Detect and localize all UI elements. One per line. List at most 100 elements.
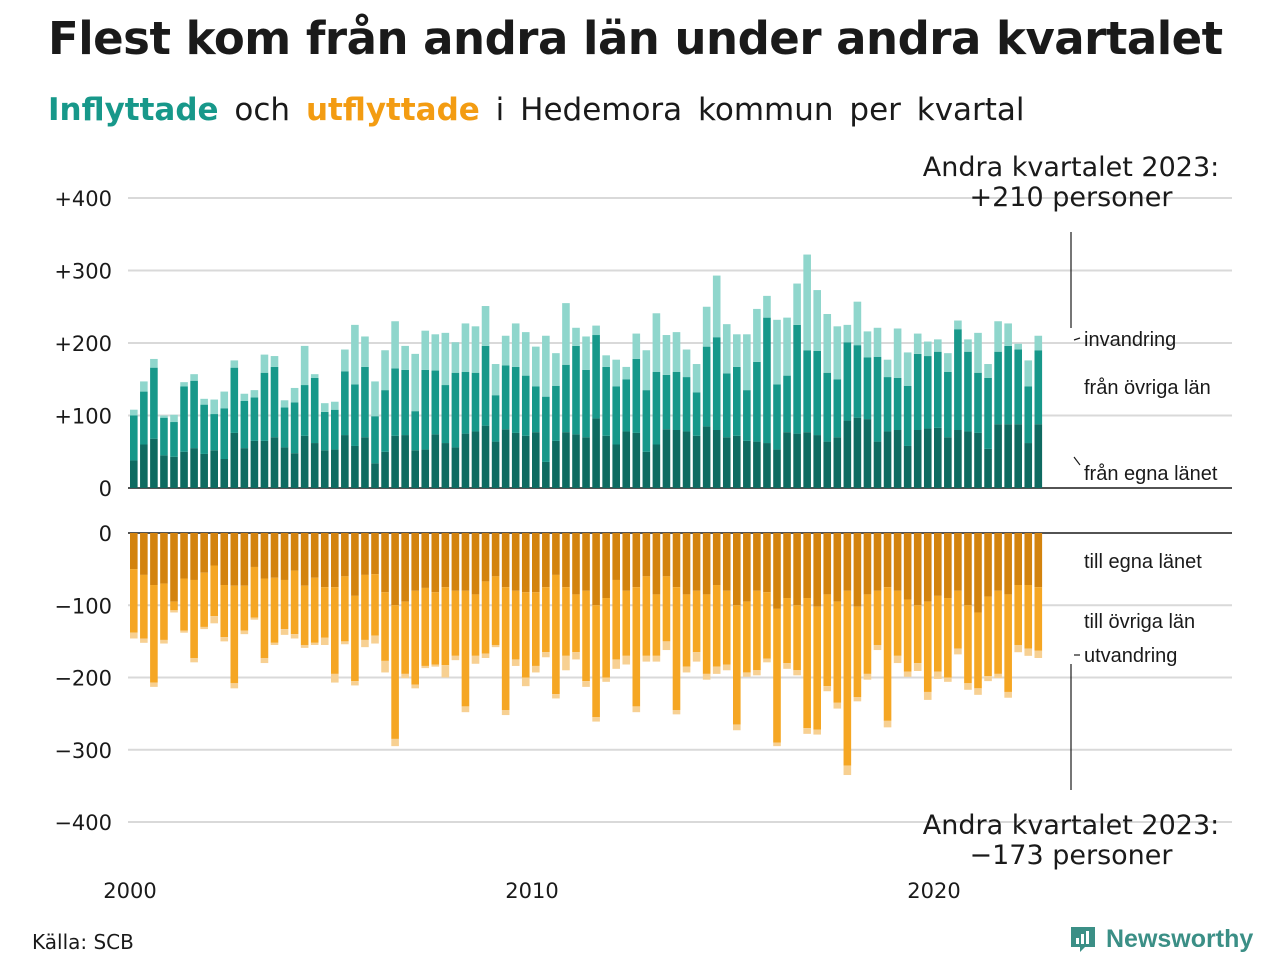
- outflow-bar-till-övriga-län: [481, 581, 490, 654]
- outflow-bar-utvandring: [743, 672, 751, 677]
- subtitle-and-word: och: [234, 92, 291, 128]
- inflow-bar-från-övriga-län: [150, 367, 158, 439]
- inflow-bar-från-övriga-län: [733, 366, 741, 436]
- inflow-bar-från-övriga-län: [923, 356, 932, 429]
- outflow-bar-till-egna-länet: [1024, 533, 1033, 586]
- brand[interactable]: Newsworthy: [1068, 924, 1253, 954]
- outflow-bar-till-egna-länet: [310, 533, 319, 578]
- inflow-bar-från-övriga-län: [461, 372, 470, 434]
- x-tick-label: 2010: [505, 879, 558, 903]
- outflow-bar-till-övriga-län: [431, 592, 440, 665]
- inflow-bar-invandring: [230, 360, 239, 368]
- inflow-bar-från-övriga-län: [552, 385, 560, 441]
- inflow-bar-invandring: [964, 339, 972, 352]
- inflow-bar-från-egna-länet: [743, 440, 751, 488]
- outflow-bar-till-övriga-län: [813, 606, 821, 730]
- inflow-bar-från-övriga-län: [753, 361, 761, 442]
- outflow-bar-utvandring: [501, 710, 510, 716]
- inflow-bar-från-övriga-län: [542, 396, 550, 462]
- inflow-bar-invandring: [572, 327, 580, 346]
- outflow-bar-till-egna-länet: [964, 533, 972, 606]
- outflow-bar-till-övriga-län: [511, 590, 520, 660]
- chart-subtitle: Inflyttade och utflyttade i Hedemora kom…: [48, 92, 1025, 128]
- inflow-bar-invandring: [632, 333, 641, 359]
- outflow-bar-till-egna-länet: [803, 533, 811, 599]
- inflow-bar-invandring: [753, 308, 761, 362]
- outflow-bar-till-övriga-län: [552, 574, 560, 695]
- inflow-bar-invandring: [923, 341, 932, 357]
- inflow-bar-från-egna-länet: [934, 427, 942, 488]
- inflow-bar-från-övriga-län: [351, 384, 359, 446]
- outflow-bar-till-egna-länet: [160, 533, 168, 584]
- outflow-bar-utvandring: [793, 670, 801, 676]
- inflow-bar-från-egna-länet: [451, 447, 460, 488]
- inflow-bar-från-egna-länet: [712, 430, 721, 488]
- inflow-bar-från-egna-länet: [903, 445, 912, 488]
- inflow-bar-från-egna-länet: [873, 441, 882, 488]
- inflow-bar-från-egna-länet: [733, 435, 741, 488]
- inflow-bar-invandring: [532, 346, 540, 387]
- inflow-bar-från-egna-länet: [783, 432, 791, 488]
- outflow-bar-till-övriga-län: [954, 590, 962, 649]
- outflow-bar-till-övriga-län: [793, 605, 801, 671]
- outflow-bar-utvandring: [843, 765, 852, 776]
- outflow-bar-till-egna-länet: [552, 533, 560, 575]
- outflow-bar-till-övriga-län: [582, 590, 590, 682]
- outflow-bar-utvandring: [622, 655, 631, 665]
- outflow-bar-utvandring: [310, 642, 319, 645]
- outflow-ytick-label: −400: [54, 811, 112, 835]
- outflow-bar-till-övriga-län: [361, 574, 369, 640]
- outflow-bar-utvandring: [532, 665, 540, 673]
- inflow-bar-invandring: [1004, 323, 1012, 346]
- outflow-bar-utvandring: [562, 655, 570, 671]
- inflow-bar-från-egna-länet: [170, 456, 178, 488]
- source-note: Källa: SCB: [32, 930, 134, 954]
- inflow-bar-invandring: [773, 319, 781, 385]
- outflow-bar-till-egna-länet: [923, 533, 932, 602]
- inflow-bar-från-övriga-län: [401, 369, 409, 436]
- label-utvandring: utvandring: [1084, 645, 1177, 667]
- inflow-bar-från-övriga-län: [682, 377, 691, 432]
- newsworthy-logo-icon: [1071, 927, 1095, 952]
- inflow-bar-invandring: [743, 334, 751, 391]
- inflow-bar-från-övriga-län: [562, 364, 570, 433]
- outflow-bar-till-egna-länet: [903, 533, 912, 600]
- outflow-bar-till-egna-länet: [421, 533, 430, 588]
- outflow-bar-till-övriga-län: [612, 579, 620, 660]
- outflow-bar-utvandring: [712, 666, 721, 674]
- outflow-bar-utvandring: [783, 663, 791, 669]
- annotation-outflow-line1: Andra kvartalet 2023:: [923, 810, 1219, 841]
- outflow-bar-till-egna-länet: [753, 533, 761, 591]
- outflow-bar-till-övriga-län: [692, 590, 701, 653]
- outflow-bar-till-egna-länet: [813, 533, 821, 607]
- outflow-bar-till-övriga-län: [602, 598, 610, 678]
- inflow-bar-från-övriga-län: [391, 368, 399, 436]
- outflow-bar-till-egna-länet: [150, 533, 158, 586]
- inflow-bar-från-egna-länet: [672, 430, 681, 488]
- outflow-bar-utvandring: [451, 655, 460, 661]
- outflow-bar-utvandring: [270, 642, 279, 645]
- inflow-bar-från-egna-länet: [250, 440, 259, 488]
- inflow-bar-från-egna-länet: [240, 448, 249, 488]
- subtitle-rest: i Hedemora kommun per kvartal: [495, 92, 1025, 128]
- outflow-bar-utvandring: [260, 657, 269, 664]
- outflow-bar-till-övriga-län: [1014, 585, 1022, 645]
- inflow-bar-från-övriga-län: [160, 417, 168, 456]
- inflow-bar-från-egna-länet: [511, 432, 520, 488]
- outflow-bar-utvandring: [471, 655, 480, 664]
- outflow-bar-utvandring: [351, 681, 359, 686]
- outflow-bar-utvandring: [592, 717, 600, 722]
- outflow-bar-till-övriga-län: [873, 590, 882, 645]
- outflow-bar-utvandring: [371, 635, 379, 644]
- label-till-egna-lanet: till egna länet: [1084, 551, 1202, 573]
- outflow-bar-utvandring: [210, 616, 218, 624]
- inflow-bar-från-övriga-län: [170, 422, 178, 457]
- inflow-bar-invandring: [260, 354, 269, 373]
- inflow-bar-invandring: [341, 349, 349, 372]
- inflow-bar-invandring: [200, 398, 208, 405]
- inflow-bar-från-övriga-län: [331, 409, 339, 450]
- outflow-bar-till-övriga-län: [1024, 585, 1033, 649]
- inflow-bar-från-egna-länet: [220, 459, 229, 488]
- outflow-bar-utvandring: [441, 665, 450, 678]
- inflow-bar-invandring: [210, 399, 218, 415]
